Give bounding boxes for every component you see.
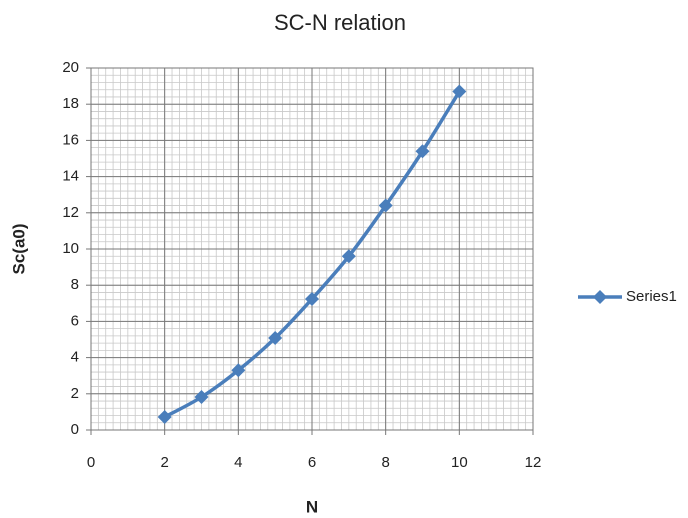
y-tick-label: 2: [71, 385, 79, 402]
x-tick-label: 12: [525, 454, 542, 471]
x-tick-label: 0: [87, 454, 95, 471]
y-tick-label: 10: [62, 240, 79, 257]
y-axis-title: Sc(a0): [9, 223, 28, 274]
y-tick-label: 20: [62, 59, 79, 76]
y-tick-label: 0: [71, 421, 79, 438]
x-tick-label: 4: [234, 454, 242, 471]
marker: [378, 198, 393, 213]
y-tick-label: 6: [71, 312, 79, 329]
y-tick-label: 12: [62, 204, 79, 221]
legend-label: Series1: [626, 288, 677, 305]
chart-title: SC-N relation: [274, 10, 406, 35]
marker: [194, 390, 209, 405]
marker: [268, 331, 283, 346]
marker: [305, 291, 319, 306]
x-axis-title: N: [306, 497, 318, 516]
marker: [157, 409, 172, 424]
marker: [415, 144, 430, 159]
legend-marker: [593, 290, 607, 304]
marker: [231, 363, 246, 378]
y-tick-label: 18: [62, 95, 79, 112]
y-tick-label: 14: [62, 168, 79, 185]
y-tick-label: 4: [71, 349, 79, 366]
x-tick-label: 10: [451, 454, 468, 471]
marker: [452, 84, 467, 99]
plot-border: [90, 67, 534, 431]
x-tick-label: 6: [308, 454, 316, 471]
x-tick-label: 8: [381, 454, 389, 471]
y-tick-label: 16: [62, 131, 79, 148]
marker: [341, 249, 356, 264]
y-tick-label: 8: [71, 276, 79, 293]
x-tick-label: 2: [160, 454, 168, 471]
